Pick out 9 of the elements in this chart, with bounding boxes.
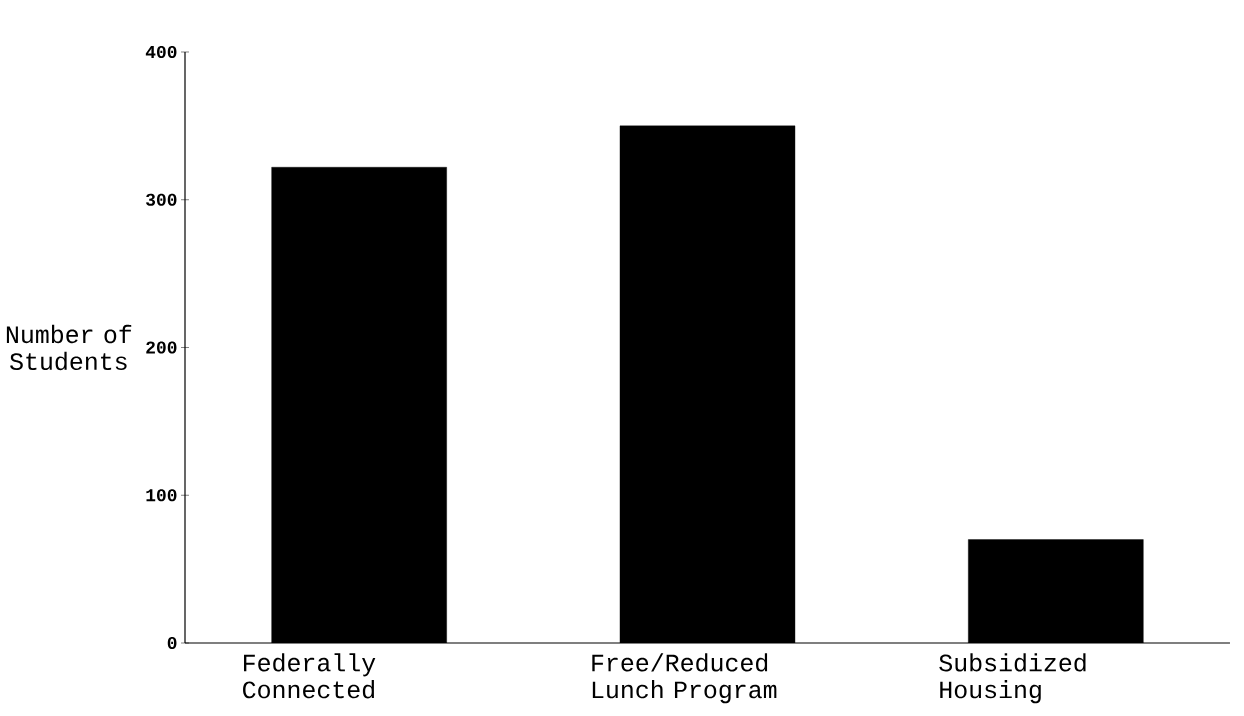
y-tick-label: 200 xyxy=(146,341,177,354)
x-tick-label: Free/Reduced Lunch Program xyxy=(592,653,777,704)
y-tick-label: 0 xyxy=(167,636,177,650)
y-axis-title: Number of Students xyxy=(6,324,132,371)
y-tick-label: 400 xyxy=(145,45,177,59)
x-tick-label: Subsidized Housing xyxy=(939,653,1086,704)
y-tick-label: 100 xyxy=(146,489,177,502)
y-tick-label: 300 xyxy=(146,193,177,206)
x-tick-label: Federally Connected xyxy=(243,653,376,699)
